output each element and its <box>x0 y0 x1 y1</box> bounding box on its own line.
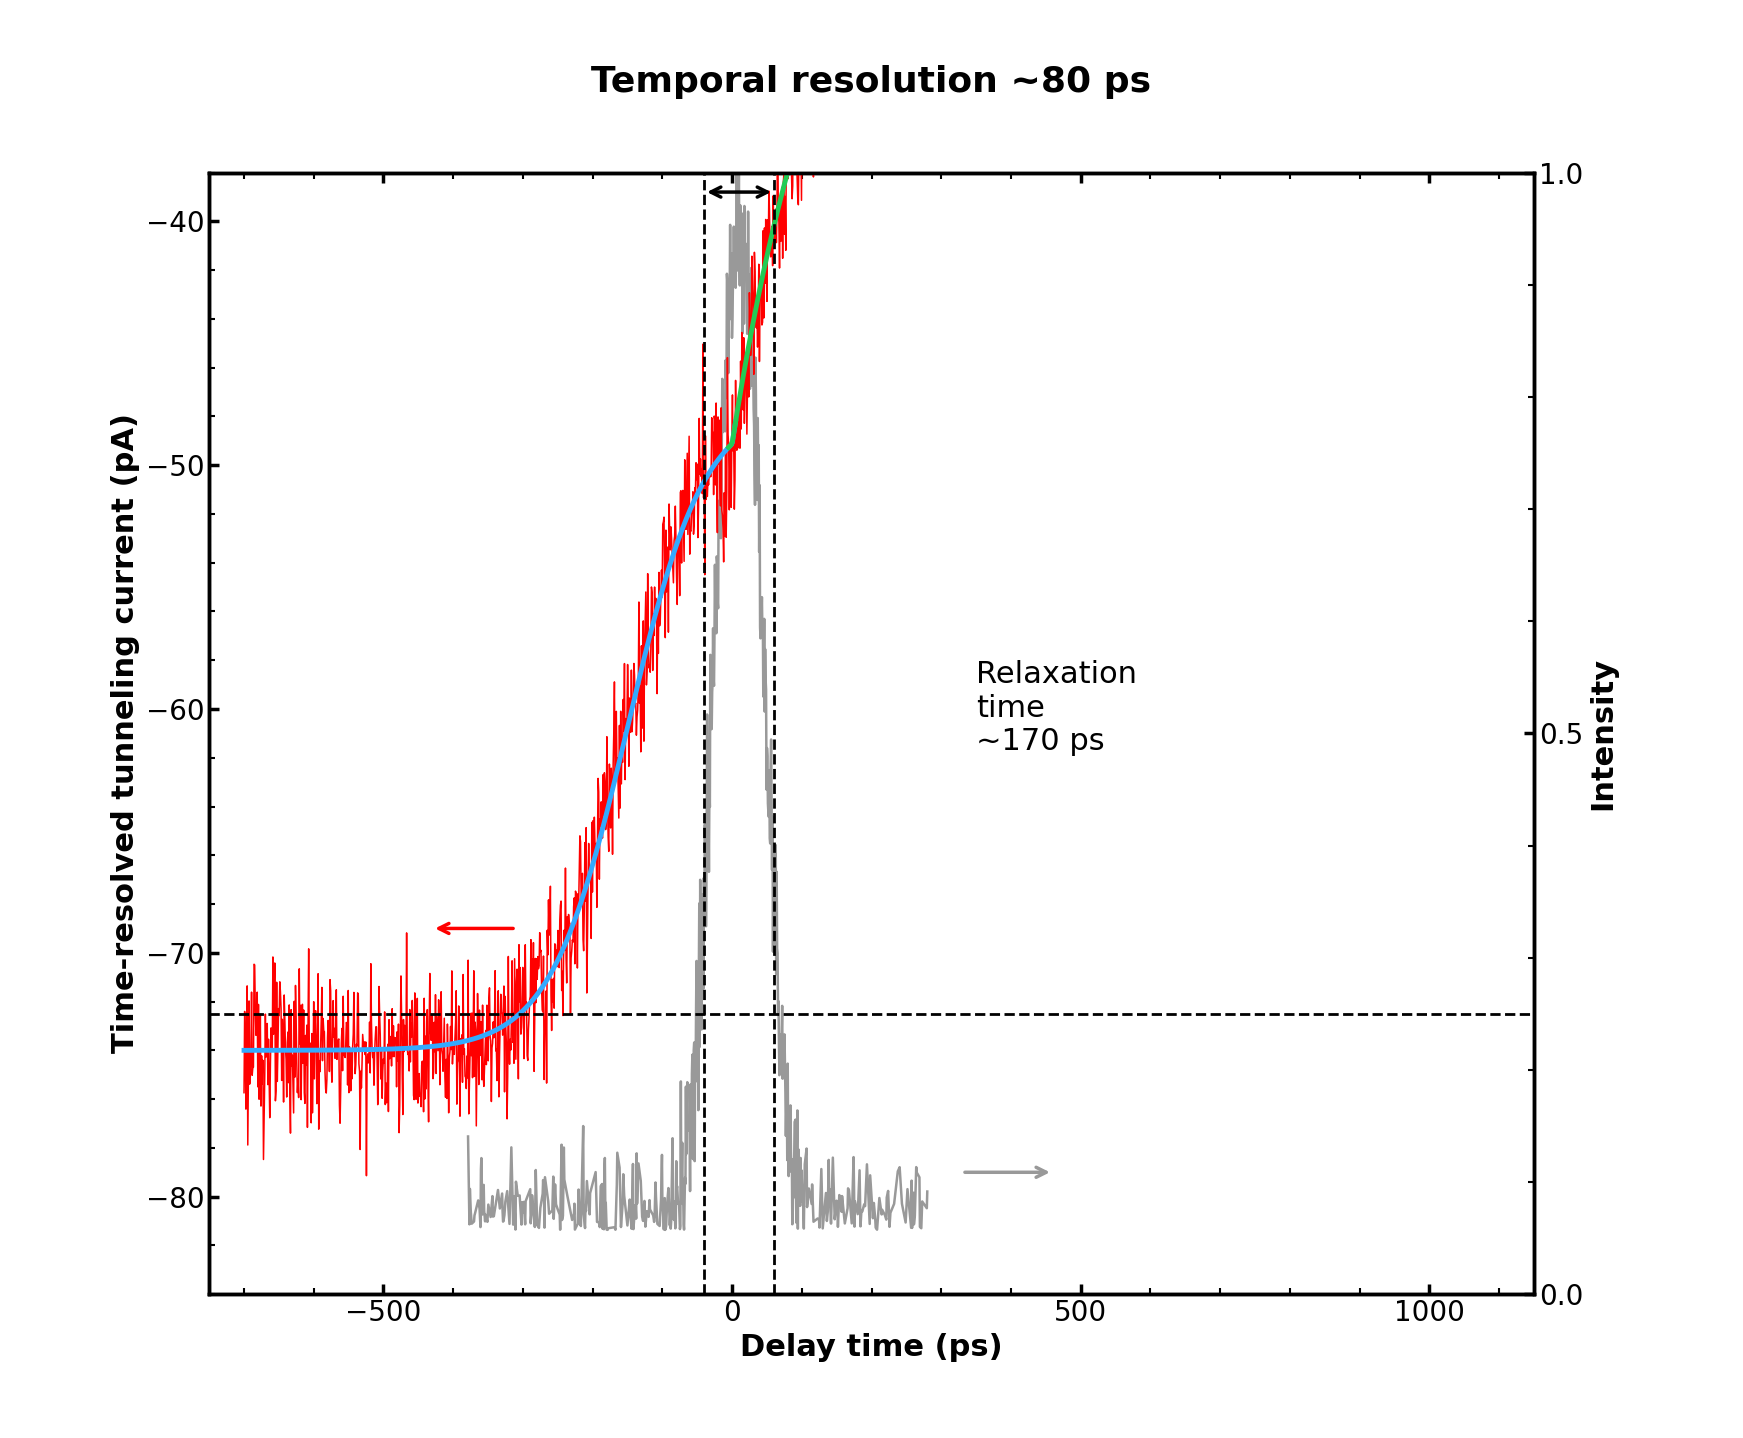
X-axis label: Delay time (ps): Delay time (ps) <box>741 1333 1002 1362</box>
Y-axis label: Time-resolved tunneling current (pA): Time-resolved tunneling current (pA) <box>112 413 139 1054</box>
Y-axis label: Intensity: Intensity <box>1588 657 1618 810</box>
Text: Relaxation
time
~170 ps: Relaxation time ~170 ps <box>976 660 1136 756</box>
Text: Temporal resolution ~80 ps: Temporal resolution ~80 ps <box>591 65 1152 99</box>
